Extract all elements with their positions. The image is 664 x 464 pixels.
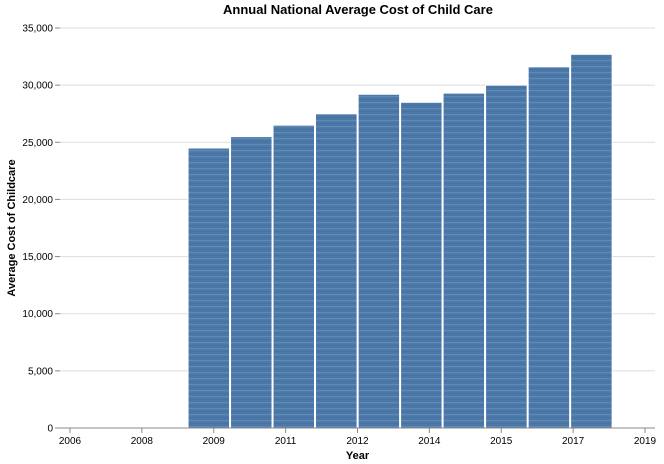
bar	[272, 124, 316, 429]
x-tick-label: 2015	[490, 436, 513, 447]
x-tick-label: 2008	[131, 436, 154, 447]
bar	[485, 84, 528, 429]
bar	[357, 93, 401, 429]
y-tick-label: 5,000	[28, 366, 53, 377]
bars	[187, 53, 613, 429]
axes: 0 5,000 10,000 15,000 20,000 25,000 30,000 35,0…	[22, 24, 656, 448]
y-axis-title: Average Cost of Childcare	[6, 159, 18, 296]
chart-title: Annual National Average Cost of Child Ca…	[223, 2, 493, 17]
x-tick-label: 2012	[346, 436, 369, 447]
bar	[442, 92, 486, 429]
x-tick-label: 2017	[562, 436, 585, 447]
bar	[315, 113, 358, 429]
y-tick-label: 20,000	[22, 195, 53, 206]
y-tick-label: 0	[47, 424, 53, 435]
bar	[570, 53, 613, 429]
bar	[230, 136, 273, 429]
y-tick-label: 30,000	[22, 81, 53, 92]
y-tick-label: 35,000	[22, 24, 53, 35]
bar	[400, 101, 443, 429]
x-tick-label: 2014	[418, 436, 441, 447]
x-tick-label: 2009	[203, 436, 226, 447]
bar	[527, 66, 571, 429]
x-axis-title: Year	[346, 450, 370, 462]
bar	[187, 147, 231, 429]
x-tick-label: 2006	[59, 436, 82, 447]
y-tick-label: 25,000	[22, 138, 53, 149]
x-tick-label: 2011	[275, 436, 297, 447]
y-tick-label: 10,000	[22, 309, 53, 320]
x-tick-label: 2019	[634, 436, 657, 447]
y-tick-label: 15,000	[22, 252, 53, 263]
